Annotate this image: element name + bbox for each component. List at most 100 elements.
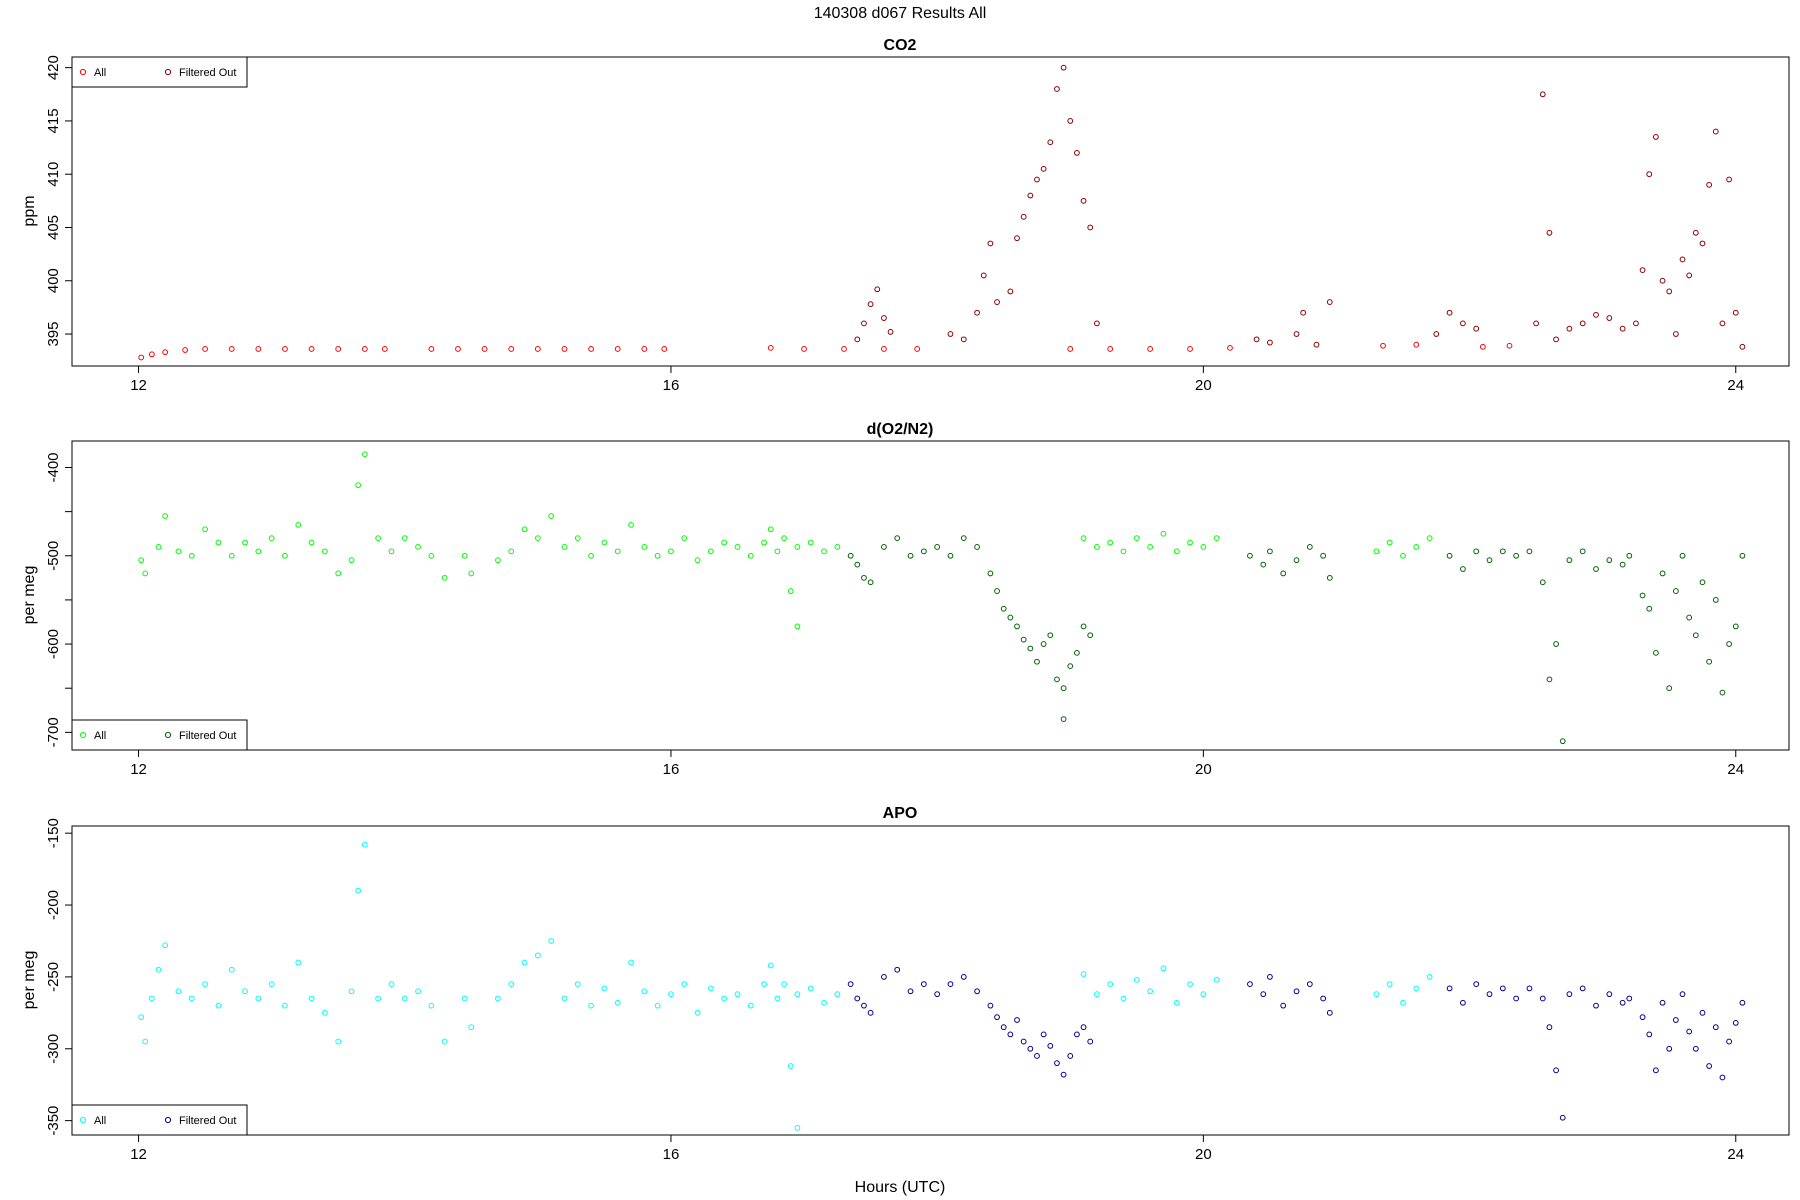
- co2-filtered-point: [1080, 197, 1087, 204]
- apo-filtered-point: [1539, 995, 1546, 1002]
- o2n2-filtered-point: [1553, 641, 1559, 647]
- co2-all-point: [1227, 344, 1233, 351]
- apo-all-point: [1173, 999, 1180, 1006]
- co2-y-tick-label: 405: [45, 215, 62, 240]
- co2-filtered-point: [1326, 299, 1333, 305]
- o2n2-all-point: [388, 548, 395, 555]
- apo-all-point: [601, 985, 608, 992]
- o2n2-filtered-point: [1486, 557, 1493, 564]
- apo-filtered-point: [1732, 1019, 1739, 1026]
- o2n2-all-point: [1373, 548, 1380, 555]
- o2n2-filtered-point: [1659, 570, 1666, 577]
- co2-filtered-point: [881, 315, 887, 321]
- co2-all-point: [1187, 346, 1193, 352]
- co2-filtered-point: [1093, 320, 1100, 327]
- co2-filtered-point: [887, 329, 894, 335]
- o2n2-all-point: [654, 552, 661, 559]
- apo-all-point: [1413, 985, 1420, 992]
- o2n2-all-point: [588, 552, 594, 559]
- co2-filtered-point: [1566, 325, 1573, 332]
- o2n2-filtered-point: [1020, 636, 1027, 643]
- apo-legend-all-marker: [79, 1116, 87, 1124]
- co2-filtered-point: [1533, 320, 1540, 327]
- o2n2-filtered-point: [1719, 689, 1726, 696]
- apo-filtered-point: [881, 974, 887, 980]
- apo-filtered-point: [1593, 1002, 1599, 1009]
- co2-all-point: [661, 346, 668, 352]
- apo-all-point: [495, 995, 501, 1002]
- o2n2-all-point: [268, 535, 275, 542]
- co2-filtered-point: [1692, 229, 1699, 236]
- apo-filtered-point: [1606, 991, 1613, 998]
- apo-filtered-point: [947, 981, 954, 987]
- apo-filtered-point: [1460, 999, 1466, 1006]
- apo-all-point: [807, 985, 814, 992]
- o2n2-all-point: [348, 557, 355, 564]
- apo-y-tick-label: -150: [45, 818, 62, 848]
- o2n2-y-tick-label: -700: [45, 717, 62, 747]
- co2-filtered-point: [987, 240, 994, 247]
- co2-all-point: [255, 346, 262, 352]
- o2n2-all-point: [282, 552, 288, 559]
- co2-all-point: [841, 346, 847, 352]
- o2n2-filtered-point: [1606, 557, 1613, 564]
- o2n2-filtered-point: [1579, 548, 1586, 555]
- co2-all-point: [588, 346, 594, 352]
- apo-all-point: [614, 999, 621, 1006]
- o2n2-filtered-point: [1692, 632, 1699, 639]
- co2-filtered-point: [1633, 320, 1639, 327]
- co2-all-point: [148, 351, 155, 358]
- co2-all-point: [202, 346, 209, 352]
- apo-filtered-point: [1014, 1017, 1020, 1023]
- o2n2-filtered-point: [907, 552, 914, 559]
- co2-all-point: [428, 346, 435, 352]
- o2n2-filtered-point: [1499, 548, 1506, 555]
- apo-x-tick-label: 16: [663, 1146, 680, 1163]
- co2-y-tick-label: 395: [45, 322, 62, 347]
- o2n2-filtered-point: [1686, 614, 1693, 621]
- o2n2-all-point: [335, 570, 342, 577]
- o2n2-all-point: [1093, 544, 1100, 550]
- apo-all-point: [282, 1002, 288, 1009]
- co2-filtered-point: [1014, 235, 1020, 242]
- apo-filtered-point: [1686, 1028, 1693, 1035]
- co2-filtered-point: [1253, 336, 1260, 343]
- o2n2-filtered-point: [1739, 552, 1746, 559]
- apo-all-point: [681, 981, 688, 987]
- apo-legend-all-label: All: [94, 1115, 106, 1127]
- apo-filtered-point: [1087, 1038, 1094, 1045]
- o2n2-all-point: [781, 535, 787, 542]
- co2-filtered-point: [1672, 331, 1679, 337]
- co2-plot-frame: [71, 56, 1790, 367]
- co2-all-point: [335, 346, 342, 352]
- co2-panel: CO2 ppm 12 16 20 24 395 400 405 410 415 420 All F…: [21, 37, 1790, 394]
- o2n2-all-point: [1213, 535, 1220, 542]
- co2-all-point: [228, 346, 235, 352]
- co2-y-tick-label: 420: [45, 55, 62, 80]
- o2n2-all-point: [521, 526, 528, 533]
- apo-all-point: [175, 988, 182, 995]
- apo-all-point: [548, 938, 555, 944]
- apo-filtered-point: [1074, 1031, 1080, 1038]
- apo-all-point: [1093, 991, 1100, 998]
- apo-points: [138, 841, 1746, 1131]
- co2-all-point: [1067, 346, 1074, 352]
- figure-title: 140308 d067 Results All: [814, 5, 987, 22]
- co2-filtered-point: [1732, 309, 1739, 316]
- apo-legend-box: [71, 1104, 248, 1136]
- apo-all-point: [388, 981, 395, 987]
- apo-all-point: [774, 995, 781, 1002]
- apo-filtered-point: [1054, 1060, 1060, 1067]
- o2n2-legend-filtered-label: Filtered Out: [179, 730, 236, 742]
- apo-all-point: [1213, 976, 1220, 983]
- o2n2-filtered-point: [1060, 685, 1067, 692]
- co2-filtered-point: [1067, 118, 1074, 124]
- apo-all-point: [242, 988, 248, 995]
- co2-filtered-point: [1646, 171, 1653, 178]
- co2-y-tick-label: 415: [45, 108, 62, 133]
- apo-all-point: [654, 1002, 661, 1009]
- apo-all-point: [268, 981, 275, 987]
- apo-filtered-point: [1320, 995, 1327, 1002]
- co2-filtered-point: [1034, 176, 1040, 183]
